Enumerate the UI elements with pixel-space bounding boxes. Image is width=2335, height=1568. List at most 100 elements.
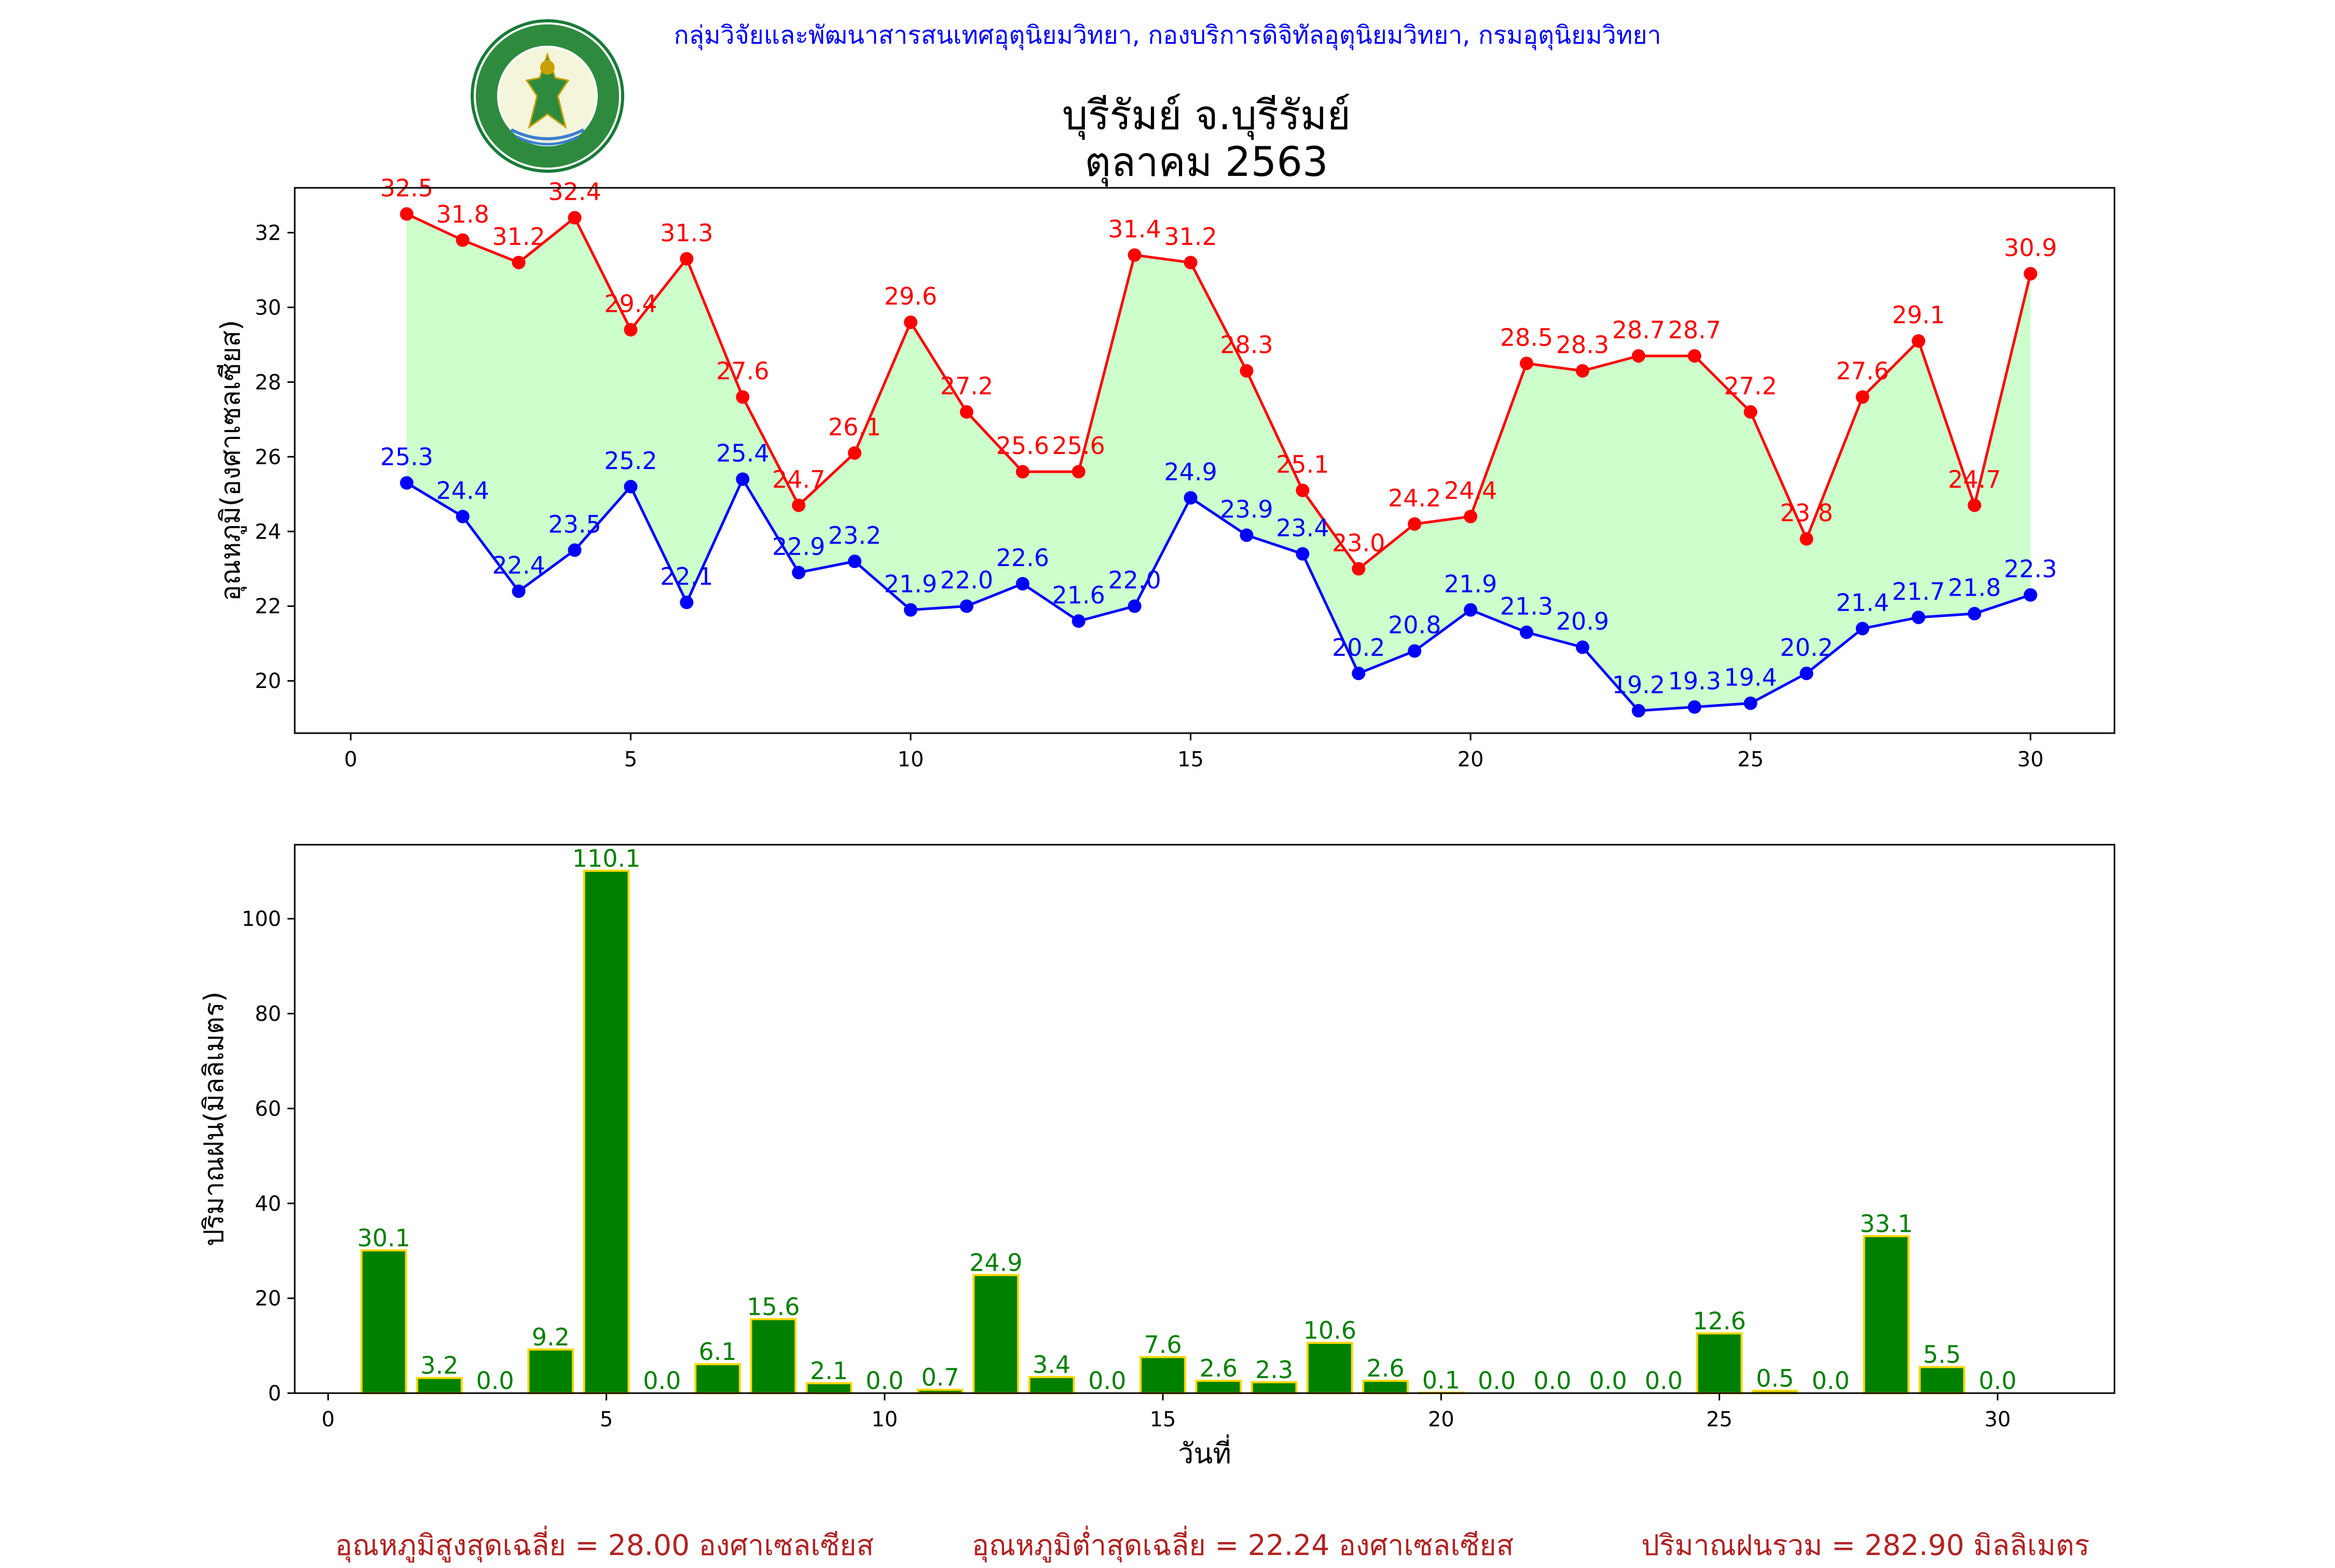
rain-data-label: 0.5 <box>1756 1364 1794 1392</box>
rain-x-tick-label: 15 <box>1150 1408 1176 1432</box>
rain-data-label: 33.1 <box>1860 1209 1913 1237</box>
min-temp-point <box>1296 547 1310 561</box>
temperature-axis-label: อุณหภูมิ(องศาเซลเซียส) <box>215 320 247 601</box>
min-temp-point <box>568 543 582 557</box>
rain-data-label: 0.0 <box>866 1367 903 1395</box>
rain-x-tick-label: 30 <box>1984 1408 2011 1432</box>
max-temp-line <box>406 213 2032 571</box>
min-temp-point <box>1743 696 1757 710</box>
min-temp-point <box>2024 588 2038 602</box>
rain-bar <box>583 870 630 1394</box>
min-temp-point <box>1968 607 1982 621</box>
max-temp-data-label: 32.4 <box>548 178 601 206</box>
rain-data-label: 5.5 <box>1923 1341 1961 1369</box>
rain-bar <box>1306 1342 1353 1395</box>
min-temp-data-label: 20.2 <box>1780 634 1833 662</box>
temp-plot-frame <box>294 187 2116 734</box>
rain-y-tick-label: 60 <box>255 1097 281 1121</box>
max-temp-data-label: 28.3 <box>1556 331 1609 359</box>
temp-x-tick-label: 15 <box>1177 748 1204 772</box>
rain-data-label: 110.1 <box>572 844 641 872</box>
rain-data-label: 0.0 <box>643 1367 681 1395</box>
rain-data-label: 0.0 <box>1645 1367 1683 1395</box>
max-temp-point <box>400 207 414 221</box>
max-temp-data-label: 27.6 <box>1836 357 1889 385</box>
rain-data-label: 2.6 <box>1200 1354 1238 1382</box>
max-temp-point <box>2024 267 2038 281</box>
max-temp-data-label: 28.5 <box>1500 323 1553 351</box>
rain-data-label: 6.1 <box>699 1338 737 1366</box>
temp-y-tick-label: 32 <box>255 221 281 245</box>
avg-max-temp-summary: อุณหภูมิสูงสุดเฉลี่ย = 28.00 องศาเซลเซีย… <box>335 1529 874 1562</box>
max-temp-point <box>1687 349 1701 363</box>
max-temp-point <box>1184 255 1198 269</box>
max-temp-point <box>680 252 694 266</box>
max-temp-point <box>959 405 973 419</box>
temp-x-tick-label: 0 <box>344 748 357 772</box>
temp-y-tick-label: 28 <box>255 370 281 394</box>
max-temp-data-label: 25.1 <box>1276 450 1329 478</box>
max-temp-point <box>512 255 526 269</box>
max-temp-point <box>1128 248 1142 262</box>
rain-data-label: 2.3 <box>1255 1356 1293 1384</box>
rain-data-label: 0.7 <box>921 1364 959 1392</box>
rain-data-label: 0.0 <box>1533 1367 1571 1395</box>
min-temp-line <box>406 476 2031 712</box>
max-temp-point <box>568 211 582 225</box>
max-temp-data-label: 23.8 <box>1780 499 1833 527</box>
min-temp-data-label: 22.9 <box>772 532 825 560</box>
rainfall-axis-label: ปริมาณฝน(มิลลิเมตร) <box>199 992 230 1246</box>
rainfall-panel: 30.1 3.2 0.0 9.2 110.1 0.0 6.1 15.6 2.1 0.0 0.7 24.… <box>199 844 2116 1470</box>
min-temp-data-label: 19.4 <box>1724 663 1777 691</box>
max-temp-data-label: 27.2 <box>1724 372 1777 400</box>
min-temp-point <box>1464 603 1478 617</box>
rain-bar <box>1696 1332 1743 1395</box>
temp-y-tick-label: 22 <box>255 595 281 618</box>
min-temp-point <box>1800 666 1814 680</box>
max-temp-data-label: 27.6 <box>716 357 769 385</box>
temp-x-tick-label: 5 <box>624 748 637 772</box>
max-temp-data-label: 31.2 <box>492 223 545 251</box>
temperature-range-band <box>406 214 2031 711</box>
rain-y-tick-label: 20 <box>255 1287 281 1311</box>
station-title: บุรีรัมย์ จ.บุรีรัมย์ <box>1062 92 1351 139</box>
min-temp-data-label: 22.6 <box>996 544 1049 572</box>
min-temp-point <box>456 510 470 524</box>
max-temp-data-label: 24.7 <box>1948 465 2001 493</box>
min-temp-data-label: 21.9 <box>884 570 937 598</box>
max-temp-point <box>1912 334 1926 348</box>
month-title: ตุลาคม 2563 <box>1084 139 1328 186</box>
rain-data-label: 7.6 <box>1144 1331 1182 1359</box>
department-line: กลุ่มวิจัยและพัฒนาสารสนเทศอุตุนิยมวิทยา,… <box>674 21 1661 50</box>
max-temp-data-label: 28.3 <box>1220 331 1273 359</box>
min-temp-point <box>512 584 526 598</box>
temp-x-tick-label: 30 <box>2017 748 2044 772</box>
rain-data-label: 0.0 <box>476 1367 514 1395</box>
max-temp-data-label: 24.7 <box>772 465 825 493</box>
max-temp-data-label: 31.2 <box>1164 223 1217 251</box>
min-temp-data-label: 25.4 <box>716 439 769 467</box>
rain-bar <box>694 1363 741 1395</box>
max-temp-point <box>903 315 917 329</box>
min-temp-point <box>1128 599 1142 613</box>
min-temp-point <box>1856 622 1870 636</box>
min-temp-point <box>1184 491 1198 505</box>
max-temp-point <box>792 498 806 512</box>
rain-bar <box>360 1249 407 1394</box>
min-temp-point <box>1240 528 1254 542</box>
rain-data-label: 0.1 <box>1422 1366 1460 1394</box>
max-temp-data-label: 24.2 <box>1388 484 1441 512</box>
rain-bar <box>1028 1376 1075 1395</box>
max-temp-point <box>1800 532 1814 546</box>
min-temp-point <box>792 566 806 580</box>
rain-data-label: 0.0 <box>1589 1367 1627 1395</box>
max-temp-point <box>1296 484 1310 498</box>
rain-bar <box>527 1348 574 1395</box>
min-temp-data-label: 25.2 <box>604 447 657 475</box>
meteorological-department-logo <box>471 19 624 173</box>
rain-y-tick-label: 80 <box>255 1002 281 1026</box>
min-temp-data-label: 23.5 <box>548 510 601 538</box>
temp-x-tick-label: 20 <box>1458 748 1484 772</box>
min-temp-data-label: 22.4 <box>492 551 545 579</box>
temp-y-tick-label: 30 <box>255 296 281 320</box>
